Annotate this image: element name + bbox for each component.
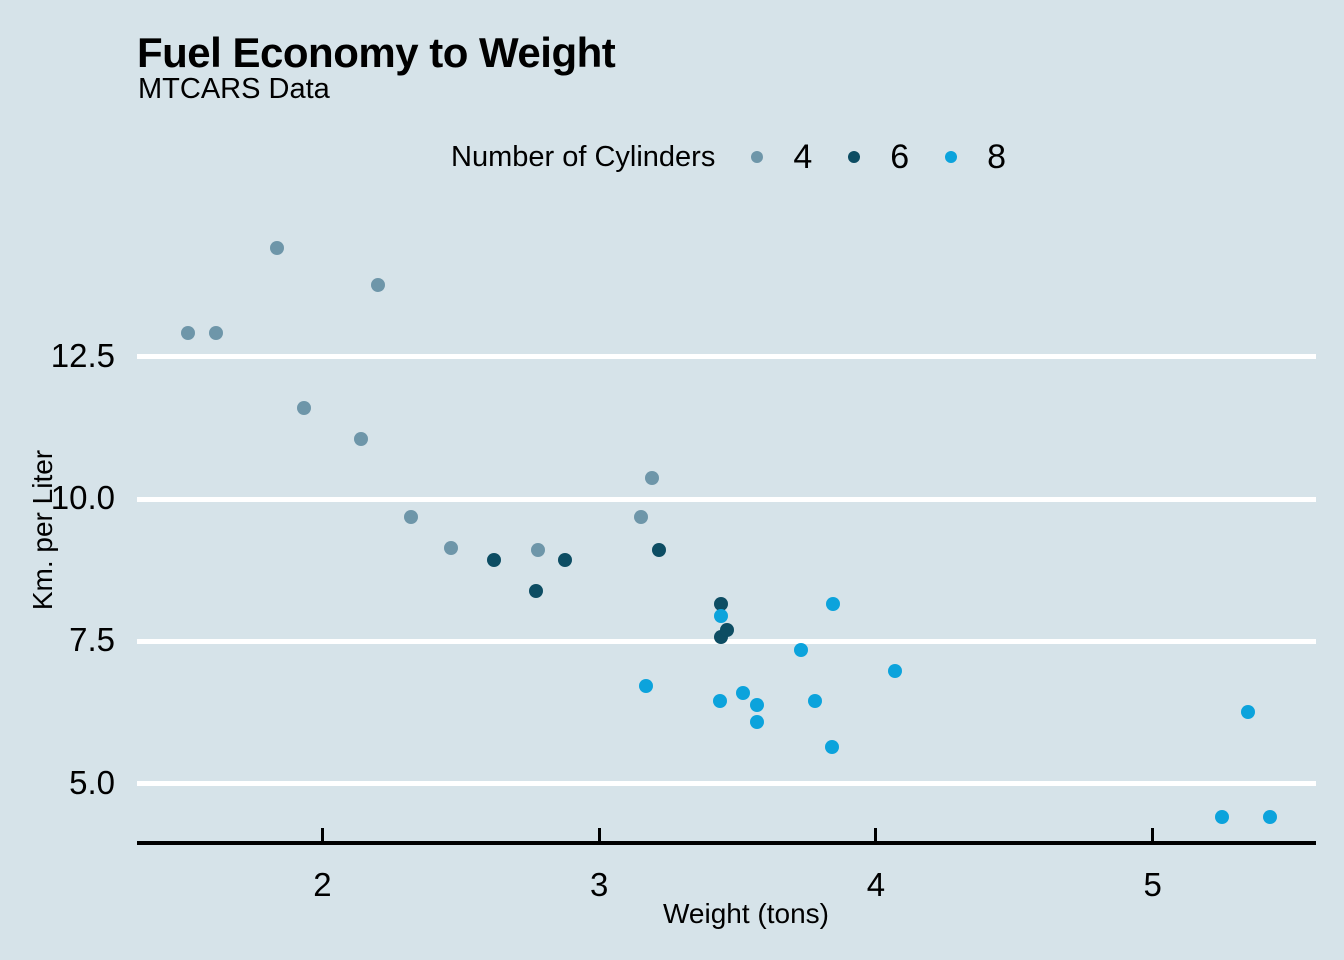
- data-point-cyl-8: [749, 698, 764, 713]
- data-point-cyl-8: [1263, 809, 1278, 824]
- data-point-cyl-8: [794, 642, 809, 657]
- y-tick-label: 10.0: [50, 479, 115, 517]
- x-tick-label: 5: [1143, 866, 1162, 903]
- data-point-cyl-4: [354, 432, 369, 447]
- data-point-cyl-6: [719, 622, 734, 637]
- x-tick-label: 2: [313, 866, 332, 903]
- legend: Number of Cylinders 4 6 8: [451, 133, 1006, 181]
- legend-label-6: 6: [890, 137, 910, 176]
- legend-label-8: 8: [987, 137, 1007, 176]
- data-point-cyl-6: [713, 596, 728, 611]
- data-point-cyl-8: [1241, 705, 1256, 720]
- data-point-cyl-8: [808, 693, 823, 708]
- legend-item-8-cylinders: 8: [945, 138, 1006, 177]
- data-point-cyl-8: [826, 596, 841, 611]
- y-axis-title: Km. per Liter: [27, 449, 58, 611]
- data-point-cyl-8: [639, 678, 654, 693]
- legend-item-4-cylinders: 4: [751, 138, 812, 177]
- data-point-cyl-8: [888, 664, 903, 679]
- data-point-cyl-6: [528, 584, 543, 599]
- legend-title: Number of Cylinders: [451, 140, 716, 173]
- chart-title: Fuel Economy to Weight: [137, 29, 616, 76]
- data-point-cyl-4: [403, 509, 418, 524]
- y-gridline: [137, 496, 1316, 502]
- data-point-cyl-4: [444, 541, 459, 556]
- data-point-cyl-4: [269, 241, 284, 256]
- data-point-cyl-4: [297, 400, 312, 415]
- x-tick-mark: [1151, 828, 1155, 841]
- data-point-cyl-8: [713, 608, 728, 623]
- data-point-cyl-4: [370, 277, 385, 292]
- y-tick-label: 12.5: [50, 337, 115, 375]
- data-point-cyl-4: [644, 471, 659, 486]
- data-point-cyl-4: [180, 326, 195, 340]
- data-point-cyl-4: [531, 543, 546, 558]
- x-tick-mark: [597, 828, 601, 841]
- legend-label-4: 4: [793, 137, 813, 176]
- data-point-cyl-6: [487, 552, 502, 567]
- y-gridline: [137, 781, 1316, 787]
- chart-subtitle: MTCARS Data: [138, 73, 330, 105]
- x-tick-mark: [320, 828, 324, 841]
- data-point-cyl-8: [749, 715, 764, 730]
- y-tick-label: 5.0: [69, 763, 115, 801]
- x-tick-mark: [874, 828, 878, 841]
- x-tick-label: 3: [590, 866, 609, 903]
- x-axis-title: Weight (tons): [663, 898, 829, 929]
- data-point-cyl-6: [557, 552, 572, 567]
- data-point-cyl-8: [824, 739, 839, 754]
- legend-swatch-6-icon: [848, 151, 861, 163]
- data-point-cyl-8: [1214, 809, 1229, 824]
- data-point-cyl-6: [651, 543, 666, 558]
- x-tick-label: 4: [866, 866, 886, 903]
- legend-swatch-4-icon: [751, 151, 764, 163]
- x-axis-line: [137, 841, 1316, 845]
- data-point-cyl-4: [208, 326, 223, 340]
- data-point-cyl-8: [712, 693, 727, 708]
- data-point-cyl-8: [736, 686, 751, 701]
- legend-item-6-cylinders: 6: [848, 138, 909, 177]
- legend-swatch-8-icon: [945, 151, 958, 163]
- y-gridline: [137, 354, 1316, 360]
- y-tick-label: 7.5: [69, 621, 115, 659]
- data-point-cyl-4: [633, 509, 648, 524]
